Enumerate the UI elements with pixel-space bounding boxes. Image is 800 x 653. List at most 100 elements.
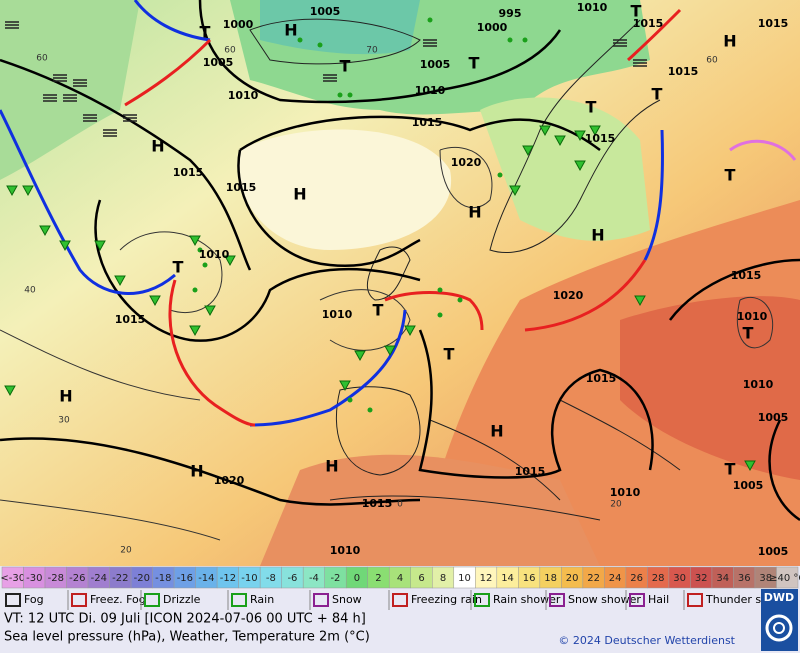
- scale-cell: [776, 566, 799, 589]
- pressure-center: T: [725, 166, 736, 185]
- shower-symbol: [94, 240, 106, 252]
- weather-symbols: [4, 17, 756, 472]
- scale-label: 0: [354, 573, 360, 584]
- scale-label: 32: [695, 573, 708, 584]
- pressure-center: H: [151, 137, 164, 156]
- rain-symbol: [457, 297, 463, 303]
- occluded-front: [729, 139, 797, 161]
- legend-label: Snow shower: [568, 593, 641, 606]
- temperature-label: 60: [224, 46, 236, 56]
- rain-symbol: [197, 247, 203, 253]
- fronts: [0, 0, 797, 427]
- pressure-center: H: [468, 203, 481, 222]
- isobar: [94, 199, 421, 342]
- scale-label: 34: [716, 573, 729, 584]
- rain-symbol: [202, 262, 208, 268]
- legend-label: Rain: [250, 593, 274, 606]
- isobar-label: 1000: [477, 21, 508, 34]
- cold-area: [0, 0, 140, 180]
- scale-label: 16: [523, 573, 536, 584]
- hot-area: [620, 296, 800, 480]
- isobar-label: 1005: [310, 5, 341, 18]
- map-labels: 1005 995 1010 1015 1015 1000 1000 1005 1005 1010 1…: [24, 1, 788, 558]
- cold-front: [249, 309, 407, 427]
- rain-symbol: [522, 37, 528, 43]
- isobar-label: 1015: [633, 17, 664, 30]
- rain-symbol: [507, 37, 513, 43]
- isobar-label: 1015: [586, 372, 617, 385]
- rain-symbol: [297, 37, 303, 43]
- coastline: [249, 18, 421, 65]
- rain-symbol: [317, 42, 323, 48]
- isobar-label: 1005: [203, 56, 234, 69]
- temperature-label: 60: [706, 56, 718, 66]
- pressure-center: T: [631, 2, 642, 21]
- scale-label: <-30: [0, 573, 25, 584]
- scale-label: 26: [630, 573, 643, 584]
- shower-symbol: [522, 145, 534, 157]
- isobar: [418, 329, 654, 479]
- temperature-label: 40: [24, 286, 36, 296]
- pressure-center: T: [444, 345, 455, 364]
- isobar-label: 995: [499, 7, 522, 20]
- scale-label: 36: [738, 573, 751, 584]
- shower-symbol: [149, 295, 161, 307]
- scale-label: 22: [587, 573, 600, 584]
- valid-time: VT: 12 UTC Di. 09 Juli [ICON 2024-07-06 …: [4, 612, 366, 627]
- isobar-label: 1015: [731, 269, 762, 282]
- isobar-label: 1010: [743, 378, 774, 391]
- temperature-label: 70: [366, 46, 378, 56]
- temperature-label: 0: [397, 500, 403, 510]
- pressure-center: H: [723, 32, 736, 51]
- isobar-label: 1010: [199, 248, 230, 261]
- isobar-label: 1005: [733, 479, 764, 492]
- scale-label: -28: [48, 573, 64, 584]
- pressure-center: H: [293, 185, 306, 204]
- shower-symbol: [539, 125, 551, 137]
- shower-symbol: [634, 295, 646, 307]
- isobar-label: 1015: [585, 132, 616, 145]
- shower-symbol: [189, 235, 201, 247]
- scale-label: 6: [418, 573, 424, 584]
- cold-front: [0, 109, 176, 295]
- isobar-label: 1010: [577, 1, 608, 14]
- cool-area: [480, 97, 650, 241]
- legend-label: Freez. Fog: [90, 593, 146, 606]
- coastline: [366, 246, 411, 301]
- scale-label: -4: [309, 573, 319, 584]
- isobar-label: 1005: [758, 411, 789, 424]
- legend-icon: [629, 593, 645, 607]
- isobar-label: 1005: [420, 58, 451, 71]
- scale-label: -16: [177, 573, 193, 584]
- legend-label: Hail: [648, 593, 669, 606]
- warm-front: [626, 8, 682, 62]
- scale-label: -22: [112, 573, 128, 584]
- scale-label: 8: [440, 573, 446, 584]
- rain-symbol: [497, 172, 503, 178]
- legend-label: Drizzle: [163, 593, 201, 606]
- temperature-label: 20: [120, 546, 132, 556]
- warm-front: [384, 291, 484, 331]
- pressure-center: H: [325, 457, 338, 476]
- isobar-label: 1015: [173, 166, 204, 179]
- pressure-center: H: [190, 462, 203, 481]
- pressure-center: T: [725, 460, 736, 479]
- shower-symbol: [554, 135, 566, 147]
- warm-front: [524, 259, 647, 332]
- shower-symbol: [59, 240, 71, 252]
- isobar: [0, 437, 421, 506]
- scale-label: 28: [652, 573, 665, 584]
- temperature-scale: <-30 -30 -28 -26 -24 -22 -20 -18 -16 -14 -12 -10 -8-…: [0, 566, 800, 589]
- rain-symbol: [347, 397, 353, 403]
- scale-label: 38: [759, 573, 772, 584]
- warm-front: [168, 279, 256, 427]
- scale-label: 10: [458, 573, 471, 584]
- shower-symbol: [339, 380, 351, 392]
- isobar-label: 1020: [451, 156, 482, 169]
- shower-symbol: [39, 225, 51, 237]
- temperature-label: 60: [36, 54, 48, 64]
- legend-icon: [231, 593, 247, 607]
- scale-label: -30: [26, 573, 42, 584]
- pressure-center: H: [284, 21, 297, 40]
- isobar: [0, 58, 252, 271]
